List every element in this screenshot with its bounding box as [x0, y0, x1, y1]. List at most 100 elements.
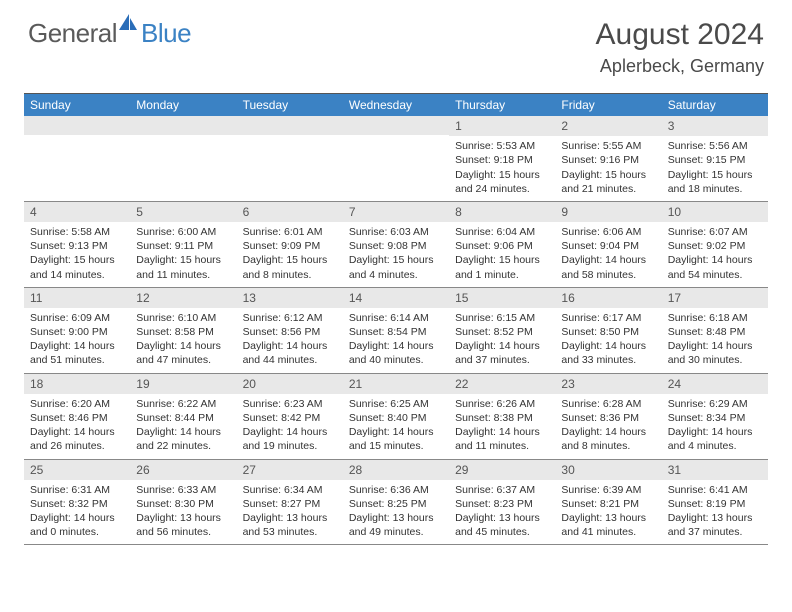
day-body: Sunrise: 5:56 AMSunset: 9:15 PMDaylight:… [662, 136, 768, 201]
day-info-line: Daylight: 13 hours and 56 minutes. [136, 511, 230, 539]
day-info-line: Daylight: 14 hours and 11 minutes. [455, 425, 549, 453]
day-info-line: Sunset: 8:32 PM [30, 497, 124, 511]
day-info-line: Daylight: 14 hours and 15 minutes. [349, 425, 443, 453]
day-info-line: Sunset: 8:34 PM [668, 411, 762, 425]
day-header: Sunday [24, 94, 130, 116]
day-number: 2 [555, 116, 661, 136]
day-info-line: Sunset: 9:11 PM [136, 239, 230, 253]
location: Aplerbeck, Germany [596, 56, 764, 77]
day-info-line: Daylight: 14 hours and 54 minutes. [668, 253, 762, 281]
day-cell [237, 116, 343, 201]
day-number: 8 [449, 202, 555, 222]
day-info-line: Daylight: 13 hours and 41 minutes. [561, 511, 655, 539]
day-body: Sunrise: 6:10 AMSunset: 8:58 PMDaylight:… [130, 308, 236, 373]
day-cell: 29Sunrise: 6:37 AMSunset: 8:23 PMDayligh… [449, 460, 555, 545]
day-info-line: Daylight: 13 hours and 45 minutes. [455, 511, 549, 539]
week-row: 18Sunrise: 6:20 AMSunset: 8:46 PMDayligh… [24, 374, 768, 460]
day-info-line: Daylight: 14 hours and 40 minutes. [349, 339, 443, 367]
day-cell: 21Sunrise: 6:25 AMSunset: 8:40 PMDayligh… [343, 374, 449, 459]
day-info-line: Sunrise: 5:58 AM [30, 225, 124, 239]
day-info-line: Daylight: 15 hours and 4 minutes. [349, 253, 443, 281]
day-info-line: Sunset: 8:50 PM [561, 325, 655, 339]
day-body: Sunrise: 6:29 AMSunset: 8:34 PMDaylight:… [662, 394, 768, 459]
logo-sail-icon [117, 12, 139, 37]
week-row: 4Sunrise: 5:58 AMSunset: 9:13 PMDaylight… [24, 202, 768, 288]
day-info-line: Daylight: 15 hours and 21 minutes. [561, 168, 655, 196]
day-body: Sunrise: 5:55 AMSunset: 9:16 PMDaylight:… [555, 136, 661, 201]
day-body: Sunrise: 6:31 AMSunset: 8:32 PMDaylight:… [24, 480, 130, 545]
day-info-line: Daylight: 13 hours and 49 minutes. [349, 511, 443, 539]
day-info-line: Sunset: 9:13 PM [30, 239, 124, 253]
day-number: 16 [555, 288, 661, 308]
day-info-line: Sunrise: 6:31 AM [30, 483, 124, 497]
day-cell: 14Sunrise: 6:14 AMSunset: 8:54 PMDayligh… [343, 288, 449, 373]
day-info-line: Sunset: 9:04 PM [561, 239, 655, 253]
day-info-line: Sunrise: 6:29 AM [668, 397, 762, 411]
day-number: 28 [343, 460, 449, 480]
day-body: Sunrise: 6:41 AMSunset: 8:19 PMDaylight:… [662, 480, 768, 545]
day-body: Sunrise: 6:15 AMSunset: 8:52 PMDaylight:… [449, 308, 555, 373]
day-cell: 18Sunrise: 6:20 AMSunset: 8:46 PMDayligh… [24, 374, 130, 459]
day-body: Sunrise: 6:07 AMSunset: 9:02 PMDaylight:… [662, 222, 768, 287]
day-cell: 8Sunrise: 6:04 AMSunset: 9:06 PMDaylight… [449, 202, 555, 287]
day-info-line: Daylight: 15 hours and 11 minutes. [136, 253, 230, 281]
day-info-line: Sunrise: 6:33 AM [136, 483, 230, 497]
day-info-line: Sunrise: 6:10 AM [136, 311, 230, 325]
day-info-line: Sunset: 9:06 PM [455, 239, 549, 253]
day-body: Sunrise: 6:18 AMSunset: 8:48 PMDaylight:… [662, 308, 768, 373]
day-cell: 12Sunrise: 6:10 AMSunset: 8:58 PMDayligh… [130, 288, 236, 373]
day-info-line: Sunset: 9:15 PM [668, 153, 762, 167]
day-number: 10 [662, 202, 768, 222]
day-body: Sunrise: 6:37 AMSunset: 8:23 PMDaylight:… [449, 480, 555, 545]
week-row: 1Sunrise: 5:53 AMSunset: 9:18 PMDaylight… [24, 116, 768, 202]
day-cell: 2Sunrise: 5:55 AMSunset: 9:16 PMDaylight… [555, 116, 661, 201]
day-body: Sunrise: 6:17 AMSunset: 8:50 PMDaylight:… [555, 308, 661, 373]
day-info-line: Sunset: 8:27 PM [243, 497, 337, 511]
day-number: 26 [130, 460, 236, 480]
day-body [343, 135, 449, 143]
day-number: 12 [130, 288, 236, 308]
day-info-line: Sunset: 9:16 PM [561, 153, 655, 167]
day-info-line: Daylight: 14 hours and 0 minutes. [30, 511, 124, 539]
day-info-line: Sunrise: 6:41 AM [668, 483, 762, 497]
day-body [24, 135, 130, 143]
day-number: 25 [24, 460, 130, 480]
day-info-line: Sunrise: 6:26 AM [455, 397, 549, 411]
day-cell: 9Sunrise: 6:06 AMSunset: 9:04 PMDaylight… [555, 202, 661, 287]
day-cell: 31Sunrise: 6:41 AMSunset: 8:19 PMDayligh… [662, 460, 768, 545]
day-number: 22 [449, 374, 555, 394]
day-number: 31 [662, 460, 768, 480]
day-number: 20 [237, 374, 343, 394]
day-cell: 20Sunrise: 6:23 AMSunset: 8:42 PMDayligh… [237, 374, 343, 459]
day-info-line: Sunset: 8:56 PM [243, 325, 337, 339]
day-info-line: Sunrise: 6:03 AM [349, 225, 443, 239]
day-number: 27 [237, 460, 343, 480]
day-cell: 23Sunrise: 6:28 AMSunset: 8:36 PMDayligh… [555, 374, 661, 459]
day-info-line: Sunrise: 6:06 AM [561, 225, 655, 239]
day-info-line: Sunrise: 6:12 AM [243, 311, 337, 325]
day-info-line: Sunrise: 6:22 AM [136, 397, 230, 411]
day-info-line: Daylight: 14 hours and 37 minutes. [455, 339, 549, 367]
day-cell [24, 116, 130, 201]
day-info-line: Sunrise: 6:25 AM [349, 397, 443, 411]
day-number: 21 [343, 374, 449, 394]
day-info-line: Sunrise: 6:17 AM [561, 311, 655, 325]
day-cell: 5Sunrise: 6:00 AMSunset: 9:11 PMDaylight… [130, 202, 236, 287]
logo-text-blue: Blue [141, 18, 191, 49]
day-cell: 25Sunrise: 6:31 AMSunset: 8:32 PMDayligh… [24, 460, 130, 545]
logo-text-general: General [28, 18, 117, 49]
day-body: Sunrise: 5:58 AMSunset: 9:13 PMDaylight:… [24, 222, 130, 287]
day-info-line: Sunrise: 6:09 AM [30, 311, 124, 325]
day-cell: 13Sunrise: 6:12 AMSunset: 8:56 PMDayligh… [237, 288, 343, 373]
week-row: 25Sunrise: 6:31 AMSunset: 8:32 PMDayligh… [24, 460, 768, 546]
day-info-line: Sunset: 8:21 PM [561, 497, 655, 511]
day-cell: 28Sunrise: 6:36 AMSunset: 8:25 PMDayligh… [343, 460, 449, 545]
day-body: Sunrise: 6:09 AMSunset: 9:00 PMDaylight:… [24, 308, 130, 373]
day-info-line: Sunrise: 6:04 AM [455, 225, 549, 239]
day-cell: 10Sunrise: 6:07 AMSunset: 9:02 PMDayligh… [662, 202, 768, 287]
day-info-line: Sunset: 9:08 PM [349, 239, 443, 253]
day-info-line: Daylight: 13 hours and 53 minutes. [243, 511, 337, 539]
day-info-line: Daylight: 14 hours and 30 minutes. [668, 339, 762, 367]
day-cell: 16Sunrise: 6:17 AMSunset: 8:50 PMDayligh… [555, 288, 661, 373]
day-info-line: Daylight: 14 hours and 47 minutes. [136, 339, 230, 367]
